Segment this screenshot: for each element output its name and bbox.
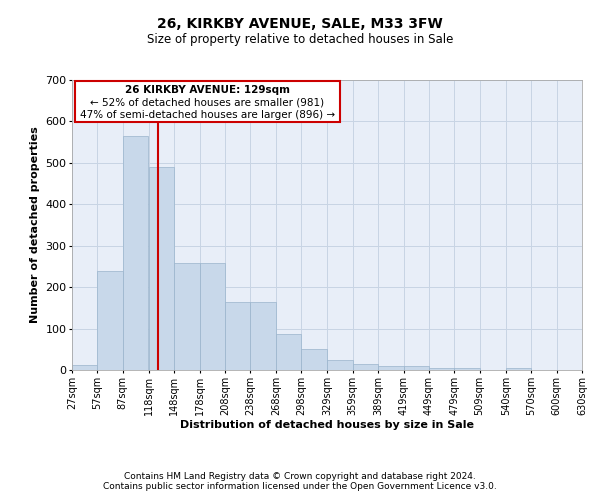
Bar [404, 366, 429, 370]
Bar [97, 270, 123, 370]
Bar [353, 364, 378, 370]
Text: Size of property relative to detached houses in Sale: Size of property relative to detached ho… [147, 32, 453, 46]
Text: Contains public sector information licensed under the Open Government Licence v3: Contains public sector information licen… [103, 482, 497, 491]
Bar [506, 368, 531, 370]
Bar [123, 136, 148, 370]
Bar [301, 350, 326, 370]
Bar [149, 167, 175, 370]
Bar [328, 360, 353, 370]
Text: Contains HM Land Registry data © Crown copyright and database right 2024.: Contains HM Land Registry data © Crown c… [124, 472, 476, 481]
Text: 47% of semi-detached houses are larger (896) →: 47% of semi-detached houses are larger (… [80, 110, 335, 120]
FancyBboxPatch shape [74, 82, 340, 122]
Bar [200, 263, 225, 370]
Text: 26 KIRKBY AVENUE: 129sqm: 26 KIRKBY AVENUE: 129sqm [125, 84, 290, 94]
Bar [429, 368, 454, 370]
Text: 26, KIRKBY AVENUE, SALE, M33 3FW: 26, KIRKBY AVENUE, SALE, M33 3FW [157, 18, 443, 32]
Bar [175, 263, 200, 370]
X-axis label: Distribution of detached houses by size in Sale: Distribution of detached houses by size … [180, 420, 474, 430]
Bar [454, 368, 479, 370]
Bar [225, 302, 250, 370]
Bar [276, 334, 301, 370]
Bar [378, 366, 404, 370]
Bar [72, 365, 97, 370]
Text: ← 52% of detached houses are smaller (981): ← 52% of detached houses are smaller (98… [90, 98, 324, 108]
Y-axis label: Number of detached properties: Number of detached properties [30, 126, 40, 324]
Bar [250, 302, 276, 370]
